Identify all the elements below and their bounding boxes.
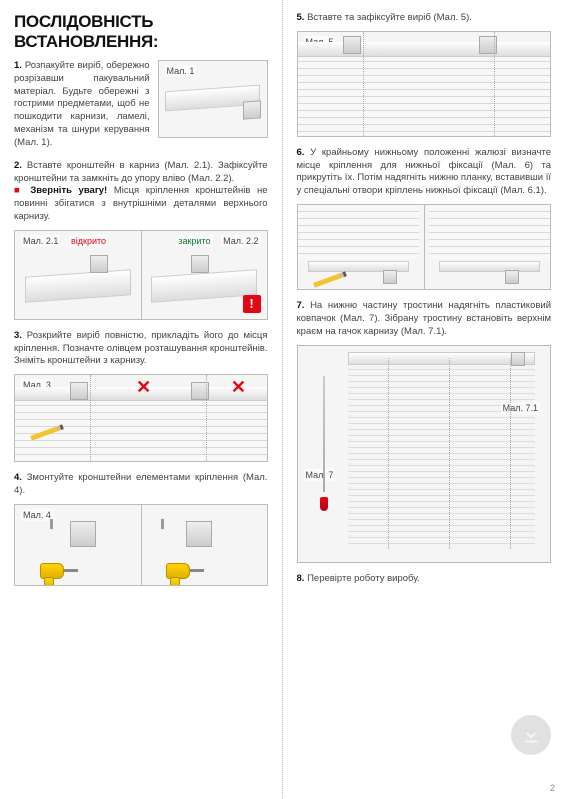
screw-4b xyxy=(161,519,164,529)
step-4-body: Змонтуйте кронштейни елементами кріпленн… xyxy=(14,472,268,496)
clip-6b xyxy=(505,270,519,284)
figure-2: Мал. 2.1 Мал. 2.2 відкрито закрито ! xyxy=(14,230,268,320)
step-6-num: 6. xyxy=(297,147,305,158)
blind-7 xyxy=(348,358,535,548)
step-2: 2. Вставте кронштейн в карниз (Мал. 2.1)… xyxy=(14,160,268,320)
slats-6b xyxy=(429,205,550,259)
step-1-body: Розпакуйте виріб, обережно розрізавши па… xyxy=(14,60,150,148)
drill-4a xyxy=(40,557,80,586)
step-7-text: 7. На нижню частину тростини надягніть п… xyxy=(297,300,552,338)
bracket-4a xyxy=(70,521,96,547)
cord-7c xyxy=(510,358,511,548)
cord-5b xyxy=(494,32,495,136)
figure-4: Мал. 4 xyxy=(14,504,268,586)
closed-label: закрито xyxy=(176,235,212,247)
drill-4b xyxy=(166,557,206,586)
step-3: 3. Розкрийте виріб повністю, прикладіть … xyxy=(14,330,268,462)
step-8-text: 8. Перевірте роботу виробу. xyxy=(297,573,552,586)
figure-7: Мал. 7 Мал. 7.1 xyxy=(297,345,552,563)
figure-1-label: Мал. 1 xyxy=(165,65,197,77)
figure-5: Мал. 5 xyxy=(297,31,552,137)
wand-cap-7 xyxy=(320,497,328,511)
download-watermark-icon xyxy=(511,715,551,755)
bracket-21 xyxy=(90,255,108,273)
headrail-7 xyxy=(348,352,535,365)
step-1: 1. Розпакуйте виріб, обережно розрізавши… xyxy=(14,60,268,150)
step-3-text: 3. Розкрийте виріб повністю, прикладіть … xyxy=(14,330,268,368)
step-7-body: На нижню частину тростини надягніть плас… xyxy=(297,300,552,337)
left-column: ПОСЛІДОВНІСТЬ ВСТАНОВЛЕННЯ: 1. Розпакуйт… xyxy=(0,0,283,799)
page-title: ПОСЛІДОВНІСТЬ ВСТАНОВЛЕННЯ: xyxy=(14,12,268,52)
step-6-text: 6. У крайньому нижньому положенні жалюзі… xyxy=(297,147,552,198)
figure-71-label: Мал. 7.1 xyxy=(501,402,540,414)
step-7: 7. На нижню частину тростини надягніть п… xyxy=(297,300,552,562)
step-4-num: 4. xyxy=(14,472,22,483)
warn-mark: ■ xyxy=(14,185,24,196)
bracket-3a xyxy=(70,382,88,400)
step-4: 4. Змонтуйте кронштейни елементами кріпл… xyxy=(14,472,268,586)
x-mark-3b: ✕ xyxy=(230,379,246,395)
step-7-num: 7. xyxy=(297,300,305,311)
slats-6a xyxy=(298,205,419,259)
cord-5a xyxy=(363,32,364,136)
step-8: 8. Перевірте роботу виробу. xyxy=(297,573,552,586)
bracket-illustration xyxy=(243,100,261,119)
figure-4-label: Мал. 4 xyxy=(21,509,53,521)
bracket-22 xyxy=(191,255,209,273)
step-2-body: Вставте кронштейн в карниз (Мал. 2.1). З… xyxy=(14,160,268,184)
cord-7a xyxy=(388,358,389,548)
step-3-body: Розкрийте виріб повністю, прикладіть йог… xyxy=(14,330,268,367)
right-column: 5. Вставте та зафіксуйте виріб (Мал. 5).… xyxy=(283,0,565,799)
step-2-text: 2. Вставте кронштейн в карниз (Мал. 2.1)… xyxy=(14,160,268,224)
figure-3: Мал. 3 ✕ ✕ xyxy=(14,374,268,462)
warn-bold: Зверніть увагу! xyxy=(30,185,107,196)
headrail-5 xyxy=(298,42,551,57)
figure-6-divider xyxy=(424,205,425,289)
step-8-body: Перевірте роботу виробу. xyxy=(307,573,420,584)
bracket-4b xyxy=(186,521,212,547)
figure-4-divider xyxy=(141,505,142,585)
pencil-6 xyxy=(313,272,347,288)
step-1-num: 1. xyxy=(14,60,22,71)
cord-3a xyxy=(90,375,91,461)
rail-left xyxy=(25,269,131,303)
open-label: відкрито xyxy=(69,235,108,247)
step-5-body: Вставте та зафіксуйте виріб (Мал. 5). xyxy=(307,12,472,23)
alert-icon: ! xyxy=(243,295,261,313)
bottomrail-6b xyxy=(439,261,540,273)
figure-2-divider xyxy=(141,231,142,319)
hook-71 xyxy=(511,352,525,366)
step-1-text: 1. Розпакуйте виріб, обережно розрізавши… xyxy=(14,60,150,150)
clip-6a xyxy=(383,270,397,284)
step-2-num: 2. xyxy=(14,160,22,171)
wand-7 xyxy=(323,376,325,493)
bracket-5a xyxy=(343,36,361,54)
x-mark-3a: ✕ xyxy=(136,379,152,395)
step-4-text: 4. Змонтуйте кронштейни елементами кріпл… xyxy=(14,472,268,498)
page-number: 2 xyxy=(550,783,555,793)
figure-22-label: Мал. 2.2 xyxy=(221,235,260,247)
slats-5 xyxy=(298,55,551,136)
step-6: 6. У крайньому нижньому положенні жалюзі… xyxy=(297,147,552,290)
step-8-num: 8. xyxy=(297,573,305,584)
step-5: 5. Вставте та зафіксуйте виріб (Мал. 5).… xyxy=(297,12,552,137)
step-6-body: У крайньому нижньому положенні жалюзі ви… xyxy=(297,147,552,196)
cord-7b xyxy=(449,358,450,548)
rail-right xyxy=(151,269,257,303)
step-5-num: 5. xyxy=(297,12,305,23)
step-5-text: 5. Вставте та зафіксуйте виріб (Мал. 5). xyxy=(297,12,552,25)
screw-4a xyxy=(50,519,53,529)
cord-3b xyxy=(206,375,207,461)
figure-21-label: Мал. 2.1 xyxy=(21,235,60,247)
figure-7-label: Мал. 7 xyxy=(304,469,336,481)
figure-1: Мал. 1 xyxy=(158,60,268,138)
figure-6: Мал. 6 Мал. 6.1 xyxy=(297,204,552,290)
step-3-num: 3. xyxy=(14,330,22,341)
